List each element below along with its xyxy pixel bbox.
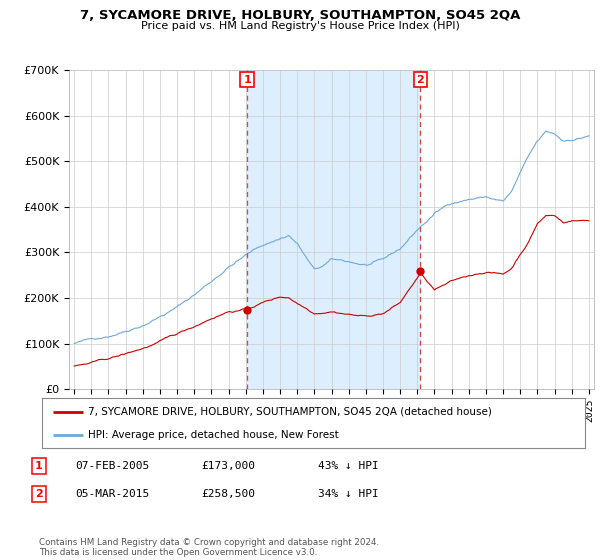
Text: 7, SYCAMORE DRIVE, HOLBURY, SOUTHAMPTON, SO45 2QA: 7, SYCAMORE DRIVE, HOLBURY, SOUTHAMPTON,…	[80, 9, 520, 22]
Text: 07-FEB-2005: 07-FEB-2005	[75, 461, 149, 471]
Text: 1: 1	[35, 461, 43, 471]
Text: 7, SYCAMORE DRIVE, HOLBURY, SOUTHAMPTON, SO45 2QA (detached house): 7, SYCAMORE DRIVE, HOLBURY, SOUTHAMPTON,…	[88, 407, 492, 417]
Text: 2: 2	[35, 489, 43, 499]
Text: Contains HM Land Registry data © Crown copyright and database right 2024.
This d: Contains HM Land Registry data © Crown c…	[39, 538, 379, 557]
Text: 05-MAR-2015: 05-MAR-2015	[75, 489, 149, 499]
Text: 43% ↓ HPI: 43% ↓ HPI	[318, 461, 379, 471]
Text: £173,000: £173,000	[201, 461, 255, 471]
Text: Price paid vs. HM Land Registry's House Price Index (HPI): Price paid vs. HM Land Registry's House …	[140, 21, 460, 31]
Text: £258,500: £258,500	[201, 489, 255, 499]
Text: HPI: Average price, detached house, New Forest: HPI: Average price, detached house, New …	[88, 431, 339, 440]
Bar	[247, 70, 420, 389]
Text: 34% ↓ HPI: 34% ↓ HPI	[318, 489, 379, 499]
Text: 2: 2	[416, 74, 424, 85]
Text: 1: 1	[243, 74, 251, 85]
